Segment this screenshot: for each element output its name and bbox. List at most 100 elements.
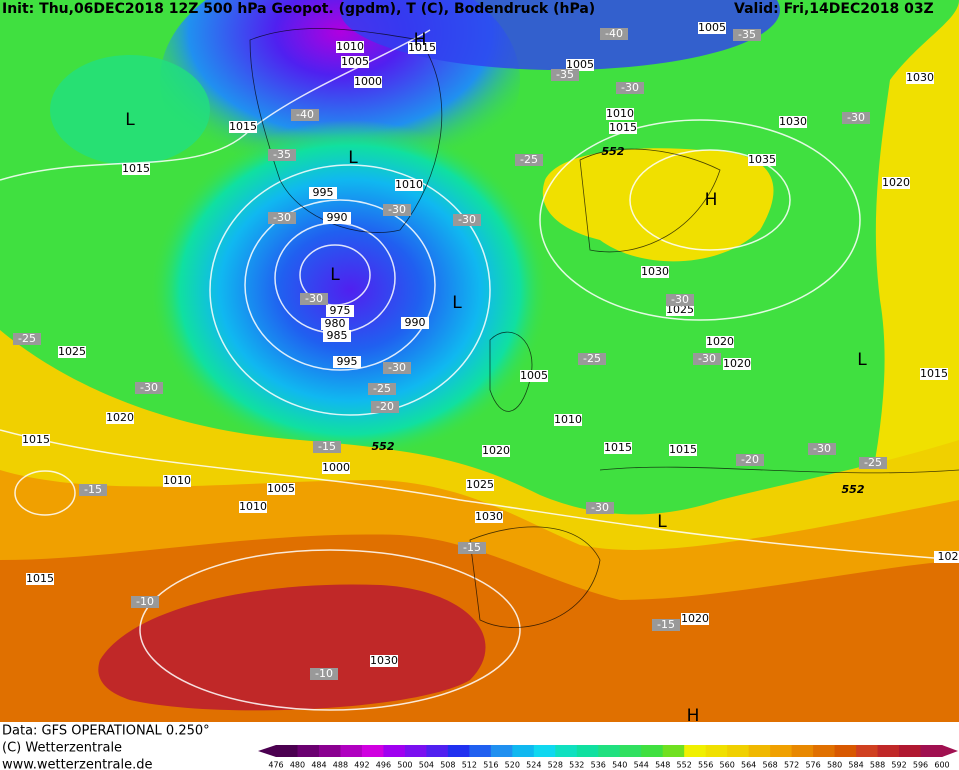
temperature-label: -30 — [847, 111, 865, 124]
temperature-label-box — [736, 454, 764, 466]
isobar-label: 1015 — [609, 121, 637, 134]
scale-box — [791, 745, 814, 757]
isobar-label: 1030 — [906, 71, 934, 84]
temperature-label-box — [859, 457, 887, 469]
isobar-label-box — [336, 41, 364, 53]
isobar-label-box — [323, 212, 351, 224]
temperature-label: -20 — [741, 453, 759, 466]
isobar-label: 1005 — [566, 58, 594, 71]
temperature-label: -20 — [376, 400, 394, 413]
scale-label: 504 — [419, 761, 434, 770]
scale-box — [834, 745, 857, 757]
temperature-label: -30 — [698, 352, 716, 365]
scale-box — [318, 745, 341, 757]
isobar-label: 1020 — [882, 176, 910, 189]
scale-label: 484 — [311, 761, 326, 770]
isobar-label-box — [698, 22, 726, 34]
temperature-label: -30 — [621, 81, 639, 94]
isobar-label-box — [333, 356, 361, 368]
scale-box — [490, 745, 513, 757]
scale-box — [533, 745, 556, 757]
scale-box — [276, 745, 298, 757]
isobar-label-box — [566, 59, 594, 71]
scale-box — [899, 745, 922, 757]
isobar-label-box — [321, 318, 349, 330]
isobar-label-box — [554, 414, 582, 426]
pressure-center: L — [857, 350, 867, 370]
temperature-label-box — [79, 484, 107, 496]
temperature-label-box — [453, 214, 481, 226]
temperature-label-box — [368, 383, 396, 395]
color-scale: 476 480 484 488 492 496 500 504 508 512 516 520 524 5… — [258, 745, 958, 770]
scale-box — [813, 745, 836, 757]
scale-box — [426, 745, 449, 757]
scale-box — [705, 745, 728, 757]
isobar-label-box — [26, 573, 54, 585]
temperature-label: -25 — [373, 382, 391, 395]
temperature-label-box — [13, 333, 41, 345]
isobar-label: 102 — [938, 550, 959, 563]
temperature-label-box — [371, 401, 399, 413]
isobar-label-box — [106, 412, 134, 424]
scale-label: 540 — [612, 761, 627, 770]
scale-box — [383, 745, 406, 757]
height-label: 552 — [602, 145, 625, 158]
scale-label: 492 — [354, 761, 369, 770]
isobar-label-box — [520, 370, 548, 382]
isobar-label: 1005 — [341, 55, 369, 68]
isobar-label-box — [906, 72, 934, 84]
pressure-center: L — [125, 110, 135, 130]
isobar-label: 1015 — [122, 162, 150, 175]
isobar-label: 1005 — [698, 21, 726, 34]
scale-box — [361, 745, 384, 757]
temperature-label: -40 — [296, 108, 314, 121]
isobar-label: 1010 — [554, 413, 582, 426]
temperature-label: -35 — [273, 148, 291, 161]
isobar-label: 1020 — [106, 411, 134, 424]
temperature-label-box — [586, 502, 614, 514]
isobar-label-box — [309, 187, 337, 199]
isobar-label: 1015 — [22, 433, 50, 446]
scale-label: 528 — [548, 761, 563, 770]
scale-box — [340, 745, 363, 757]
temperature-label-box — [268, 149, 296, 161]
isobar-label-box — [354, 76, 382, 88]
isobar-label: 990 — [327, 211, 348, 224]
scale-label: 508 — [440, 761, 455, 770]
isobar-label-box — [606, 108, 634, 120]
scale-label: 572 — [784, 761, 799, 770]
scale-label: 496 — [376, 761, 391, 770]
scale-label: 476 — [268, 761, 283, 770]
scale-box — [598, 745, 621, 757]
isobar-label-box — [401, 317, 429, 329]
temperature-label: -35 — [556, 68, 574, 81]
temperature-label-box — [652, 619, 680, 631]
isobar-label: 1020 — [723, 357, 751, 370]
scale-arrow-left — [258, 745, 276, 757]
isobar-label-box — [22, 434, 50, 446]
isobar-label: 1030 — [641, 265, 669, 278]
isobar-label: 1010 — [606, 107, 634, 120]
temperature-label-box — [551, 69, 579, 81]
scale-label: 552 — [677, 761, 692, 770]
scale-label: 580 — [827, 761, 842, 770]
isobar-label: 985 — [327, 329, 348, 342]
scale-label: 532 — [569, 761, 584, 770]
isobar-label-box — [395, 179, 423, 191]
isobar-label-box — [322, 462, 350, 474]
isobar-label: 1030 — [370, 654, 398, 667]
pressure-center: L — [330, 265, 340, 285]
isobar-label-box — [920, 368, 948, 380]
isobar-label-box — [723, 358, 751, 370]
isobar-label-box — [482, 445, 510, 457]
temperature-label: -30 — [591, 501, 609, 514]
isobar-label-box — [641, 266, 669, 278]
isobar-label-box — [229, 121, 257, 133]
scale-box — [748, 745, 771, 757]
map-labels: 1010100510001015100510051030101510101015… — [13, 21, 959, 726]
isobar-label-box — [267, 483, 295, 495]
pressure-center: H — [705, 190, 718, 210]
temperature-label: -30 — [273, 211, 291, 224]
temperature-label-box — [458, 542, 486, 554]
